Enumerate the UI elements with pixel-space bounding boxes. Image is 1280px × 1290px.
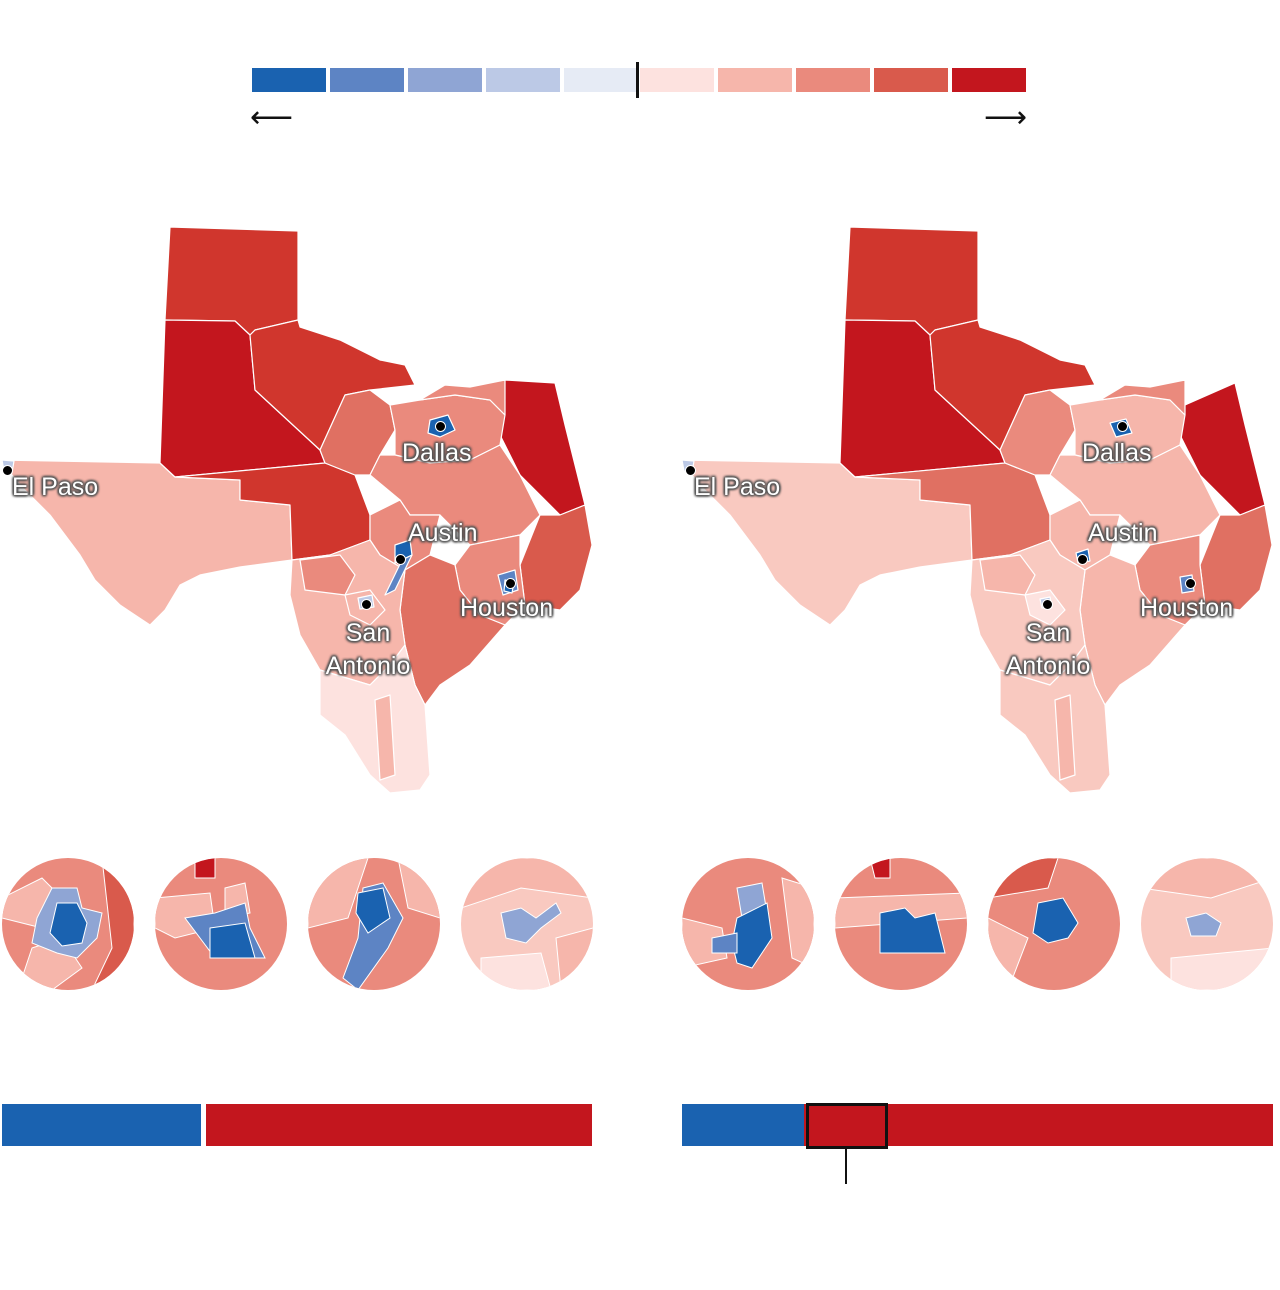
seat-bar-rep-segment: [206, 1104, 592, 1146]
seat-bar-proposed: [682, 1104, 1273, 1146]
dallas-marker: [435, 421, 446, 432]
legend-swatch-dem-3: [408, 68, 482, 92]
legend-swatch-rep-2: [718, 68, 792, 92]
houston-label: Houston: [1140, 594, 1234, 622]
legend-swatch-dem-4: [330, 68, 404, 92]
zoom-circle-svg: [835, 858, 967, 990]
zoom-circle-dallas-current: [2, 858, 134, 990]
legend-swatch-dem-5: [252, 68, 326, 92]
texas-map-svg-left: [0, 226, 593, 794]
left-arrow-icon: ⟵: [250, 101, 294, 134]
margin-color-legend: [252, 62, 1026, 98]
zoom-circle-svg: [1141, 858, 1273, 990]
legend-swatch-dem-1: [564, 68, 636, 92]
zoom-circle-svg: [988, 858, 1120, 990]
houston-marker: [1185, 578, 1196, 589]
zoom-circle-svg: [2, 858, 134, 990]
zoom-circle-svg: [461, 858, 593, 990]
legend-swatch-dem-2: [486, 68, 560, 92]
el-paso-label: El Paso: [12, 473, 99, 501]
zoom-circle-svg: [682, 858, 814, 990]
el-paso-label: El Paso: [694, 473, 781, 501]
seat-bar-current: [2, 1104, 592, 1146]
zoom-circle-dallas-proposed: [682, 858, 814, 990]
zoom-circle-svg: [308, 858, 440, 990]
zoom-circle-svg: [155, 858, 287, 990]
right-arrow-icon: ⟶: [984, 101, 1028, 134]
zoom-circle-houston-proposed: [988, 858, 1120, 990]
el-paso-marker: [2, 465, 13, 476]
houston-label: Houston: [460, 594, 554, 622]
legend-swatch-rep-4: [874, 68, 948, 92]
dallas-label: Dallas: [1082, 439, 1152, 467]
el-paso-marker: [685, 465, 696, 476]
texas-district-map-proposed: El Paso Dallas Austin Houston San Antoni…: [680, 215, 1280, 805]
dallas-marker: [1117, 421, 1128, 432]
texas-district-map-current: El Paso Dallas Austin Houston San Antoni…: [0, 215, 600, 805]
zoom-circle-austin-current: [155, 858, 287, 990]
austin-marker: [1077, 554, 1088, 565]
zoom-circle-houston-current: [308, 858, 440, 990]
seat-gain-callout-line: [845, 1148, 847, 1184]
houston-marker: [505, 578, 516, 589]
san-antonio-label: San Antonio: [325, 619, 411, 680]
austin-label: Austin: [1088, 519, 1158, 547]
texas-map-svg-right: [680, 226, 1273, 794]
san-antonio-marker: [1042, 599, 1053, 610]
seat-bar-dem-segment: [682, 1104, 804, 1146]
seat-bar-dem-segment: [2, 1104, 201, 1146]
legend-midpoint-marker: [636, 62, 639, 98]
legend-swatch-rep-3: [796, 68, 870, 92]
dallas-label: Dallas: [402, 439, 472, 467]
seat-gain-highlight: [806, 1103, 888, 1149]
austin-marker: [395, 554, 406, 565]
zoom-circle-austin-proposed: [835, 858, 967, 990]
legend-swatch-rep-5: [952, 68, 1026, 92]
zoom-circle-san-antonio-current: [461, 858, 593, 990]
legend-swatch-rep-1: [640, 68, 714, 92]
austin-label: Austin: [408, 519, 478, 547]
zoom-circle-san-antonio-proposed: [1141, 858, 1273, 990]
san-antonio-label: San Antonio: [1005, 619, 1091, 680]
san-antonio-marker: [361, 599, 372, 610]
